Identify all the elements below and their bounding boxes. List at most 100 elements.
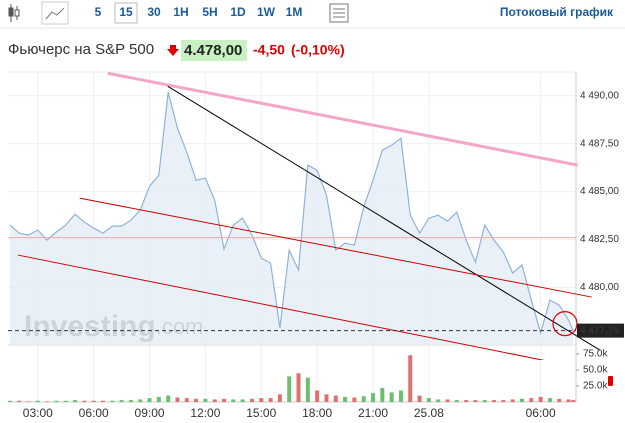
- table-icon[interactable]: [329, 3, 349, 23]
- volume-bar: [445, 399, 450, 402]
- drawings: [8, 71, 600, 360]
- volume-bar: [259, 398, 264, 402]
- trend-line: [107, 71, 578, 167]
- volume-bar: [324, 394, 329, 402]
- volume-tick-label: 75.0k: [583, 349, 608, 360]
- volume-bar: [128, 400, 133, 402]
- y-tick-label: 4 487,50: [580, 138, 619, 149]
- volume-bar: [7, 400, 12, 402]
- stream-link[interactable]: Потоковый график: [500, 5, 614, 19]
- area-icon[interactable]: [41, 1, 69, 25]
- y-tick-label: 4 485,00: [580, 186, 619, 197]
- volume-bar: [361, 396, 366, 402]
- price-area: [9, 92, 574, 345]
- volume-bar: [417, 395, 422, 402]
- volume-bar: [557, 398, 562, 402]
- interval-selected: [114, 2, 138, 24]
- volume-bar: [45, 401, 50, 402]
- volume-bar: [147, 398, 152, 402]
- x-tick-label: 09:00: [135, 406, 165, 420]
- volume-bar: [333, 395, 338, 402]
- volume-bar: [100, 400, 105, 402]
- trend-line: [167, 85, 600, 351]
- volume-bar: [510, 399, 515, 402]
- x-tick-label: 06:00: [526, 406, 556, 420]
- y-tick-label: 4 490,00: [580, 90, 619, 101]
- volume-bar: [277, 394, 282, 402]
- volume-bar: [287, 376, 292, 402]
- interval-button[interactable]: 1M: [286, 5, 303, 19]
- interval-button[interactable]: 1D: [230, 5, 246, 19]
- x-tick-label: 15:00: [246, 406, 276, 420]
- volume-bar: [501, 400, 506, 402]
- x-tick-label: 12:00: [190, 406, 220, 420]
- volume-bar: [408, 355, 413, 402]
- change: -4,50: [253, 42, 285, 58]
- volume-bar: [571, 400, 576, 402]
- volume-bar: [492, 400, 497, 402]
- last-price-box: [577, 323, 624, 338]
- volume-bar: [566, 399, 571, 402]
- y-tick-label: 4 482,50: [580, 234, 619, 245]
- instrument-name: Фьючерс на S&P 500: [8, 41, 154, 58]
- interval-button[interactable]: 1W: [257, 5, 276, 19]
- volume-bar: [222, 398, 227, 402]
- interval-button[interactable]: 5H: [202, 5, 217, 19]
- volume-bar: [371, 393, 376, 402]
- interval-button[interactable]: 30: [147, 5, 161, 19]
- volume-bar: [352, 397, 357, 402]
- volume-bar: [184, 398, 189, 402]
- volume-bar: [296, 373, 301, 402]
- volume-bar: [389, 392, 394, 402]
- volume-bar: [203, 398, 208, 402]
- last-price-label: 4 477,75: [580, 325, 619, 336]
- volume-bar: [212, 399, 217, 402]
- volume-bar: [436, 399, 441, 402]
- volume-bar: [175, 397, 180, 402]
- volume-bar: [249, 398, 254, 402]
- volume-bar: [426, 398, 431, 402]
- volume-bar: [156, 396, 161, 402]
- trend-line: [79, 197, 592, 298]
- volume-bar: [343, 396, 348, 402]
- volume-bar: [119, 400, 124, 402]
- x-tick-label: 25.08: [414, 406, 444, 420]
- volume-bar: [63, 400, 68, 402]
- volume-bar: [73, 400, 78, 402]
- volume-bar: [315, 390, 320, 402]
- x-tick-label: 21:00: [358, 406, 388, 420]
- volume-bar: [231, 399, 236, 402]
- volume-bar: [110, 400, 115, 402]
- volume-bar: [519, 398, 524, 402]
- y-tick-label: 4 480,00: [580, 282, 619, 293]
- interval-button[interactable]: 1H: [173, 5, 188, 19]
- volume-bar: [529, 398, 534, 402]
- volume-bar: [138, 399, 143, 402]
- candle-icon[interactable]: [8, 4, 20, 22]
- interval-button[interactable]: 5: [95, 5, 102, 19]
- volume-bar: [26, 401, 31, 402]
- interval-button[interactable]: 15: [119, 5, 133, 19]
- volume-tick-label: 50.0k: [583, 365, 608, 376]
- volume-bar: [380, 387, 385, 402]
- volume-marker: [608, 376, 613, 386]
- x-tick-label: 18:00: [302, 406, 332, 420]
- volume-bar: [35, 400, 40, 402]
- down-arrow: [167, 45, 179, 56]
- volume-bar: [482, 400, 487, 402]
- x-tick-label: 03:00: [23, 406, 53, 420]
- change-percent: (-0,10%): [291, 42, 345, 58]
- trend-line: [17, 254, 545, 360]
- volume-tick-label: 25.0k: [583, 381, 608, 392]
- volume-bar: [547, 398, 552, 402]
- volume-bar: [473, 400, 478, 402]
- volume-bar: [240, 399, 245, 402]
- volume-bar: [454, 400, 459, 402]
- volume-bar: [464, 400, 469, 402]
- volume-bar: [82, 400, 87, 402]
- price-line: [9, 92, 574, 336]
- price-highlight: [181, 40, 247, 61]
- price: 4.478,00: [184, 42, 242, 59]
- volume-bar: [17, 400, 22, 402]
